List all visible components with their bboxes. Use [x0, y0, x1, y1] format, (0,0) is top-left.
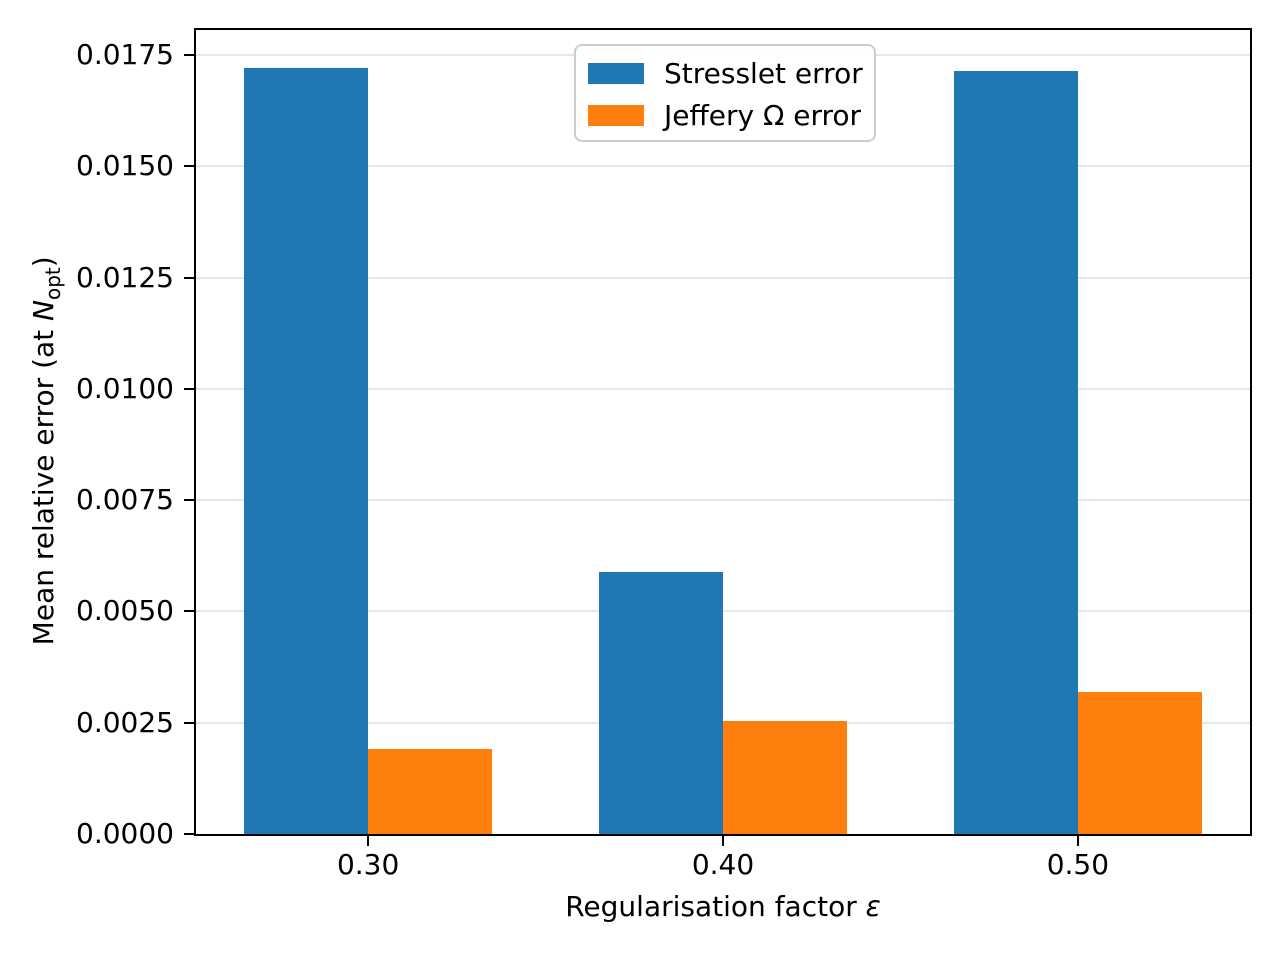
- x-tick-label-0.50: 0.50: [1046, 848, 1110, 881]
- legend-box: Stresslet error Jeffery Ω error: [574, 44, 876, 142]
- y-tick-label-0.0050: 0.0050: [76, 594, 174, 628]
- gridline-0.0100: [196, 387, 1250, 390]
- y-tick-mark: [184, 499, 194, 502]
- y-tick-mark: [184, 721, 194, 724]
- y-tick-mark: [184, 610, 194, 613]
- gridline-0.0050: [196, 610, 1250, 613]
- y-tick-label-0.0075: 0.0075: [76, 483, 174, 517]
- legend-entry-jeffery: Jeffery Ω error: [576, 94, 874, 136]
- bar-stresslet-error-0.50: [953, 71, 1078, 834]
- x-tick-label-0.30: 0.30: [336, 848, 400, 881]
- gridline-0.0150: [196, 165, 1250, 168]
- x-axis-label-text: Regularisation factor: [565, 890, 866, 923]
- bar-jeffery-ω-error-0.30: [368, 748, 493, 834]
- epsilon-symbol: ε: [865, 890, 881, 923]
- x-tick-label-0.40: 0.40: [691, 848, 755, 881]
- y-tick-label-0.0150: 0.0150: [76, 149, 174, 183]
- legend-swatch-stresslet: [588, 62, 644, 84]
- x-tick-mark: [722, 836, 724, 846]
- legend-entry-stresslet: Stresslet error: [576, 52, 874, 94]
- bar-jeffery-ω-error-0.40: [723, 720, 848, 834]
- x-tick-mark: [367, 836, 370, 846]
- y-tick-mark: [184, 54, 194, 57]
- y-tick-label-0.0025: 0.0025: [76, 705, 174, 739]
- gridline-0.0075: [196, 499, 1250, 502]
- plot-area: [194, 28, 1252, 836]
- n-subscript: opt: [40, 267, 65, 300]
- n-variable: N: [27, 300, 61, 321]
- y-tick-mark: [184, 165, 194, 168]
- y-tick-label-0.0100: 0.0100: [76, 371, 174, 405]
- y-tick-label-0.0000: 0.0000: [76, 817, 174, 850]
- y-axis-label: Mean relative error (at Nopt): [27, 1, 65, 901]
- bar-jeffery-ω-error-0.50: [1077, 692, 1203, 834]
- x-axis-label: Regularisation factor ε: [196, 890, 1250, 923]
- y-tick-mark: [184, 833, 194, 835]
- y-tick-mark: [184, 387, 194, 390]
- gridline-0.0125: [196, 276, 1250, 279]
- legend-label-jeffery: Jeffery Ω error: [664, 98, 862, 132]
- bar-stresslet-error-0.40: [598, 571, 723, 834]
- y-axis-label-suffix: ): [27, 256, 61, 268]
- legend-swatch-jeffery: [588, 104, 644, 126]
- x-tick-mark: [1076, 836, 1079, 846]
- y-tick-label-0.0175: 0.0175: [76, 38, 174, 72]
- y-tick-label-0.0125: 0.0125: [76, 260, 174, 294]
- y-tick-mark: [184, 276, 194, 279]
- legend-label-stresslet: Stresslet error: [664, 56, 863, 90]
- y-axis-label-text: Mean relative error (at: [27, 320, 61, 646]
- bar-stresslet-error-0.30: [243, 68, 369, 834]
